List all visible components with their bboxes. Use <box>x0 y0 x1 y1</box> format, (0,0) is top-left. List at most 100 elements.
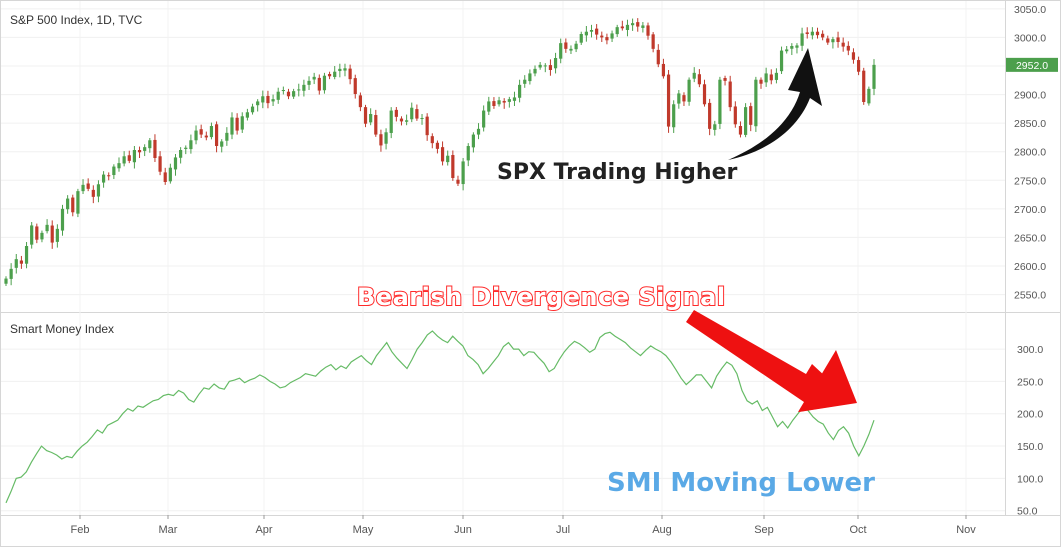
candle-body <box>518 84 522 98</box>
candle-body <box>553 58 558 69</box>
smi-tick-label: 200.0 <box>1017 409 1043 421</box>
candle-body <box>158 156 162 172</box>
candle-body <box>348 68 352 80</box>
candle-body <box>579 34 583 43</box>
candle-body <box>127 155 131 161</box>
candle-body <box>276 91 280 100</box>
candle-body <box>692 72 696 79</box>
smi-tick-label: 300.0 <box>1017 344 1043 356</box>
candle-body <box>286 91 291 97</box>
candle-body <box>132 150 137 163</box>
candle-body <box>636 22 640 27</box>
candle-body <box>733 106 737 125</box>
candle-body <box>266 95 270 104</box>
x-ticks: Feb Mar Apr May Jun Jul Aug Sep Oct Nov <box>71 515 976 536</box>
bearish-divergence-label: Bearish Divergence Signal <box>357 283 726 311</box>
candle-body <box>240 116 244 130</box>
candle-body <box>338 68 342 72</box>
x-tick-label: Apr <box>255 524 272 536</box>
candle-body <box>107 175 111 177</box>
candle-body <box>631 23 635 26</box>
candle-body <box>620 26 624 29</box>
candle-body <box>302 84 306 91</box>
candle-body <box>564 42 568 49</box>
candle-body <box>641 25 645 28</box>
candle-body <box>841 42 845 47</box>
candle-body <box>405 120 409 122</box>
candle-body <box>19 260 24 264</box>
candle-body <box>225 132 229 141</box>
candle-body <box>35 226 39 240</box>
candle-body <box>713 124 717 130</box>
candle-body <box>86 183 90 189</box>
down-arrow-annotation <box>686 310 857 412</box>
last-value-label: 2952.0 <box>1016 60 1048 72</box>
smi-tick-label: 150.0 <box>1017 441 1043 453</box>
candle-body <box>461 161 465 185</box>
candle-body <box>137 150 142 153</box>
x-tick-label: Jun <box>454 524 472 536</box>
candle-body <box>507 99 511 102</box>
candle-body <box>343 68 347 71</box>
candle-body <box>451 155 455 178</box>
candle-body <box>821 33 825 38</box>
price-tick-label: 2750.0 <box>1014 175 1046 187</box>
candle-body <box>723 78 727 81</box>
candlestick-series <box>4 18 876 286</box>
candle-body <box>487 101 491 112</box>
candle-body <box>425 116 429 136</box>
price-axis <box>1005 0 1061 313</box>
candle-body <box>867 88 871 104</box>
x-tick-label: Oct <box>849 524 866 536</box>
candle-body <box>682 95 686 102</box>
candle-body <box>81 184 85 192</box>
candle-body <box>872 64 876 89</box>
candle-body <box>800 33 804 46</box>
candle-body <box>589 30 594 32</box>
candle-body <box>91 189 95 197</box>
candle-body <box>50 225 54 243</box>
candle-body <box>358 95 362 108</box>
candle-body <box>810 31 814 36</box>
candle-body <box>831 39 835 43</box>
candle-body <box>574 43 578 50</box>
candle-body <box>163 172 167 182</box>
price-chart-title: S&P 500 Index, 1D, TVC <box>10 13 143 27</box>
candle-body <box>214 124 219 146</box>
candle-body <box>379 134 383 146</box>
candle-body <box>55 228 59 242</box>
candle-body <box>482 110 486 128</box>
candle-body <box>728 81 732 108</box>
candle-body <box>24 246 29 264</box>
candle-body <box>836 37 840 42</box>
candle-body <box>117 163 121 169</box>
price-tick-label: 2800.0 <box>1014 147 1046 159</box>
candle-body <box>143 147 147 151</box>
candle-body <box>615 27 619 35</box>
candle-body <box>173 157 178 170</box>
candle-body <box>559 43 563 59</box>
price-tick-label: 3050.0 <box>1014 4 1046 16</box>
candle-body <box>492 101 496 106</box>
candle-body <box>209 126 214 138</box>
candle-body <box>595 28 599 35</box>
candle-body <box>220 141 224 147</box>
candle-body <box>795 45 799 48</box>
candle-body <box>96 184 101 197</box>
candle-body <box>646 25 650 36</box>
candle-body <box>112 166 116 176</box>
candle-body <box>538 64 542 68</box>
candle-body <box>9 268 13 279</box>
smi-axis <box>1005 312 1061 516</box>
candle-body <box>66 198 70 210</box>
candle-body <box>435 142 440 149</box>
candle-body <box>297 89 301 91</box>
candle-body <box>749 106 753 125</box>
candle-body <box>738 126 743 135</box>
candle-body <box>101 174 106 183</box>
candle-body <box>148 140 152 149</box>
candle-body <box>523 79 527 84</box>
smi-tick-label: 250.0 <box>1017 376 1043 388</box>
candle-body <box>774 72 779 80</box>
